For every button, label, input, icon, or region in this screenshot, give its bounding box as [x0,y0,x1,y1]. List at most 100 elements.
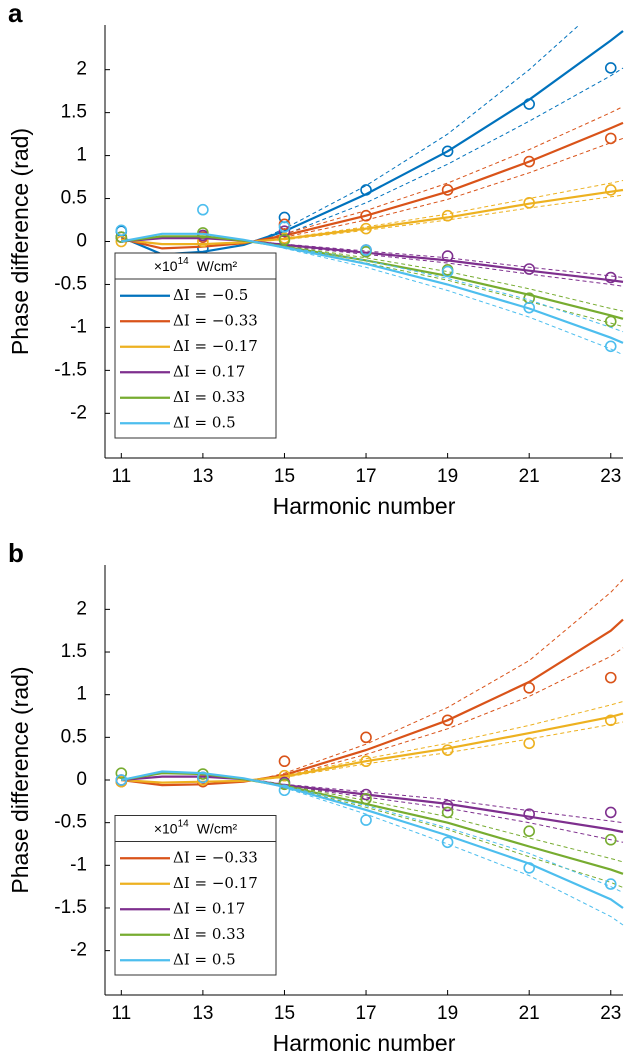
data-point [115,774,128,786]
x-tick-label: 19 [437,1003,458,1024]
legend-title-exponent: 14 [178,818,190,829]
fit-line [121,121,624,250]
panel-label: b [8,538,24,568]
data-point [604,271,617,284]
legend-title-unit: W/cm² [197,258,238,274]
x-tick-label: 11 [111,466,131,487]
confidence-bound [255,701,624,781]
confidence-bound [255,137,624,242]
data-point [523,197,535,209]
data-point [441,184,454,196]
y-tick-label: -2 [70,402,87,423]
x-axis-label: Harmonic number [273,1030,456,1056]
y-axis-label: Phase difference (rad) [7,128,33,355]
legend-label: ΔI = 0.5 [173,950,236,968]
y-tick-label: 1.5 [61,641,87,662]
plot-area [115,579,624,926]
y-tick-label: -1 [70,316,87,337]
y-axis-label: Phase difference (rad) [7,666,33,893]
data-point [523,682,535,694]
fit-line [121,188,624,246]
data-point [278,755,291,768]
y-tick-label: 1.5 [61,102,87,123]
x-tick-label: 13 [192,1003,213,1024]
data-point [441,250,454,262]
legend-label: ΔI = 0.33 [173,388,245,406]
data-point [278,769,291,782]
data-point [360,788,372,801]
x-tick-label: 23 [600,466,621,487]
data-point [523,825,535,837]
y-tick-label: 2 [76,598,87,619]
data-point [360,222,372,235]
legend-label: ΔI = −0.17 [173,337,258,355]
data-point [278,233,291,246]
data-point [360,244,372,256]
confidence-bound [255,779,624,824]
data-point [523,301,535,314]
fit-line [121,712,624,784]
y-tick-label: 1 [76,684,87,705]
fit-line [120,30,624,256]
data-point [604,62,617,74]
data-point [441,836,454,849]
legend-title: ×1014 W/cm² [154,818,238,836]
data-point [278,784,291,797]
y-tick-label: -2 [70,940,87,961]
data-point [441,799,454,812]
data-point [360,731,372,744]
confidence-bound [255,647,624,781]
confidence-bound [255,779,624,926]
data-point [115,767,128,779]
data-point [523,263,535,275]
panel-label: a [8,0,23,28]
data-point [441,806,454,819]
data-point [604,806,617,819]
y-tick-label: 0 [76,231,87,252]
data-point [604,671,617,684]
data-point [197,203,209,216]
y-tick-label: 0.5 [61,726,87,747]
legend-title-exponent: 14 [178,256,190,267]
y-tick-label: -1.5 [54,359,87,380]
legend-title-base: ×10 [154,820,178,836]
data-point [360,755,372,768]
data-point [604,878,617,890]
data-point [523,808,535,820]
y-tick-label: 1 [76,145,87,166]
data-point [604,132,617,145]
legend-title-unit: W/cm² [197,820,238,836]
data-point [604,340,617,353]
legend-label: ΔI = −0.5 [173,286,248,304]
y-tick-label: -1.5 [54,897,87,918]
data-point [441,209,454,222]
data-point [441,744,454,756]
data-point [360,184,372,196]
x-tick-label: 15 [274,466,295,487]
x-tick-label: 15 [274,1003,295,1024]
y-tick-label: -1 [70,854,87,875]
data-point [523,155,535,168]
y-tick-label: -0.5 [54,273,87,294]
panel: b 2 1.5 1 0.5 0 -0.5 -1 -1.5 -2 11 13 15 17 19 21 23 Harm… [7,538,624,1056]
legend-label: ΔI = −0.33 [173,848,258,866]
fit-line [121,232,624,344]
fit-line [121,775,624,834]
legend: ×1014 W/cm² ΔI = −0.5 ΔI = −0.33 ΔI = −0.17 Δ… [114,252,277,439]
data-point [604,315,617,328]
legend-label: ΔI = 0.17 [173,362,245,380]
x-tick-label: 17 [355,1003,376,1024]
confidence-bound [255,579,624,781]
data-point [523,737,535,750]
data-point [441,145,454,158]
data-point [360,209,372,222]
x-tick-label: 19 [437,466,458,487]
data-point [441,265,454,278]
fit-line [121,772,624,875]
legend-box [114,252,277,439]
legend-title: ×1014 W/cm² [154,256,238,274]
fit-line [121,618,624,787]
data-point [197,771,209,784]
y-tick-label: -0.5 [54,812,87,833]
